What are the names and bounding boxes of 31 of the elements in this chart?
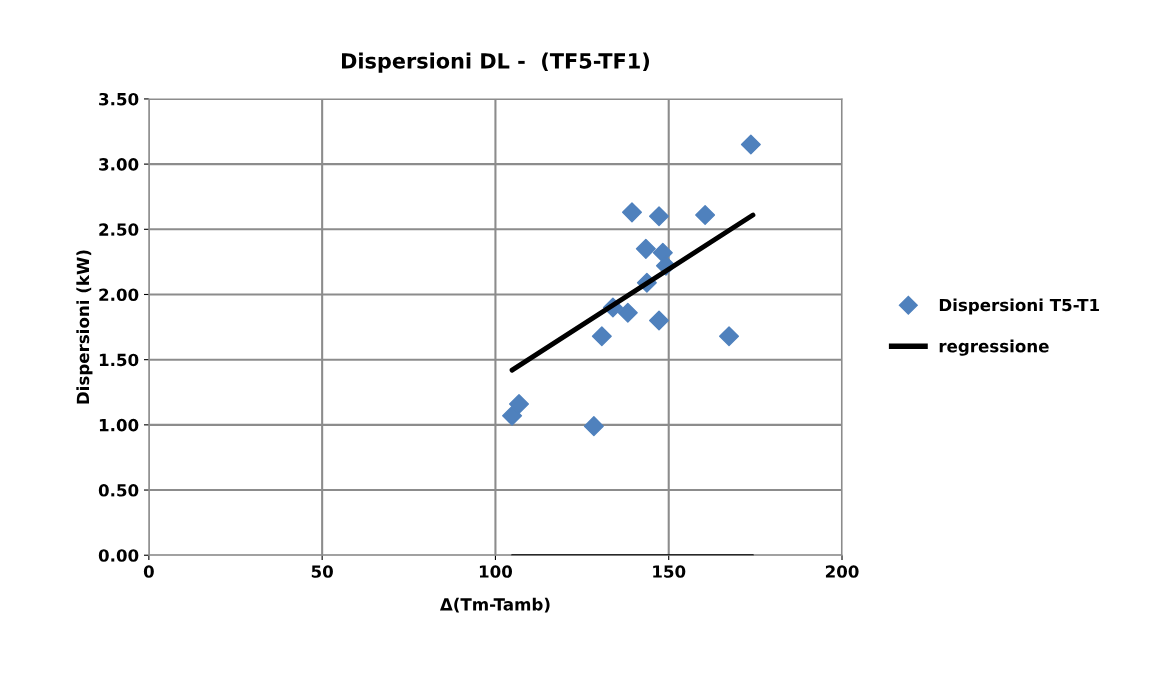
y-tick-label: 0.00 [98,549,139,562]
chart-title: Dispersioni DL - (TF5-TF1) [342,52,649,73]
y-tick-label: 1.00 [99,418,139,432]
point [719,326,740,347]
point [695,204,716,225]
point [649,206,670,227]
y-tick-label: 0.50 [98,484,139,497]
x-axis-title: Δ(Tm-Tamb) [439,597,550,613]
legend-label: regressione [939,339,1049,356]
point [591,326,612,347]
point [635,238,656,259]
point [617,302,638,323]
point [649,310,670,331]
legend-label: Dispersioni T5-T1 [939,298,1099,315]
x-tick-label: 150 [653,565,686,578]
point [740,134,761,155]
x-tick-label: 200 [825,565,859,578]
y-tick-label: 2.50 [99,223,139,236]
x-tick-label: 0 [143,565,154,578]
x-tick-label: 100 [479,565,513,578]
x-tick-label: 50 [311,565,333,578]
point [583,416,604,437]
point [502,405,523,426]
y-tick-label: 3.50 [99,92,139,106]
y-axis-title: Dispersioni (kW) [76,250,93,404]
point [621,202,642,223]
y-tick-label: 1.50 [99,353,139,367]
point [652,242,673,263]
y-tick-label: 2.00 [99,288,139,302]
point [508,393,530,415]
y-tick-label: 3.00 [99,158,139,171]
